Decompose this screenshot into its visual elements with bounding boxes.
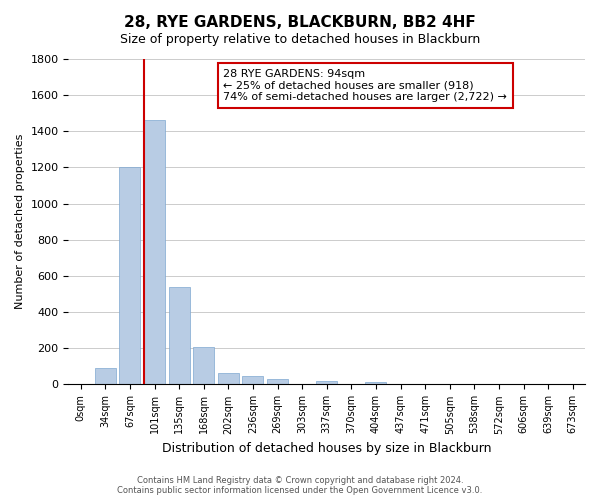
Bar (316, 381, 337, 384)
Text: 28 RYE GARDENS: 94sqm
← 25% of detached houses are smaller (918)
74% of semi-det: 28 RYE GARDENS: 94sqm ← 25% of detached … (223, 69, 507, 102)
Text: Contains HM Land Registry data © Crown copyright and database right 2024.
Contai: Contains HM Land Registry data © Crown c… (118, 476, 482, 495)
Bar (144, 120, 165, 384)
Bar (119, 168, 140, 384)
Bar (267, 379, 288, 384)
Bar (218, 372, 239, 384)
Y-axis label: Number of detached properties: Number of detached properties (15, 134, 25, 310)
Bar (242, 376, 263, 384)
Bar (365, 382, 386, 384)
Bar (193, 348, 214, 385)
X-axis label: Distribution of detached houses by size in Blackburn: Distribution of detached houses by size … (162, 442, 491, 455)
Text: 28, RYE GARDENS, BLACKBURN, BB2 4HF: 28, RYE GARDENS, BLACKBURN, BB2 4HF (124, 15, 476, 30)
Bar (95, 368, 116, 384)
Text: Size of property relative to detached houses in Blackburn: Size of property relative to detached ho… (120, 32, 480, 46)
Bar (169, 287, 190, 384)
